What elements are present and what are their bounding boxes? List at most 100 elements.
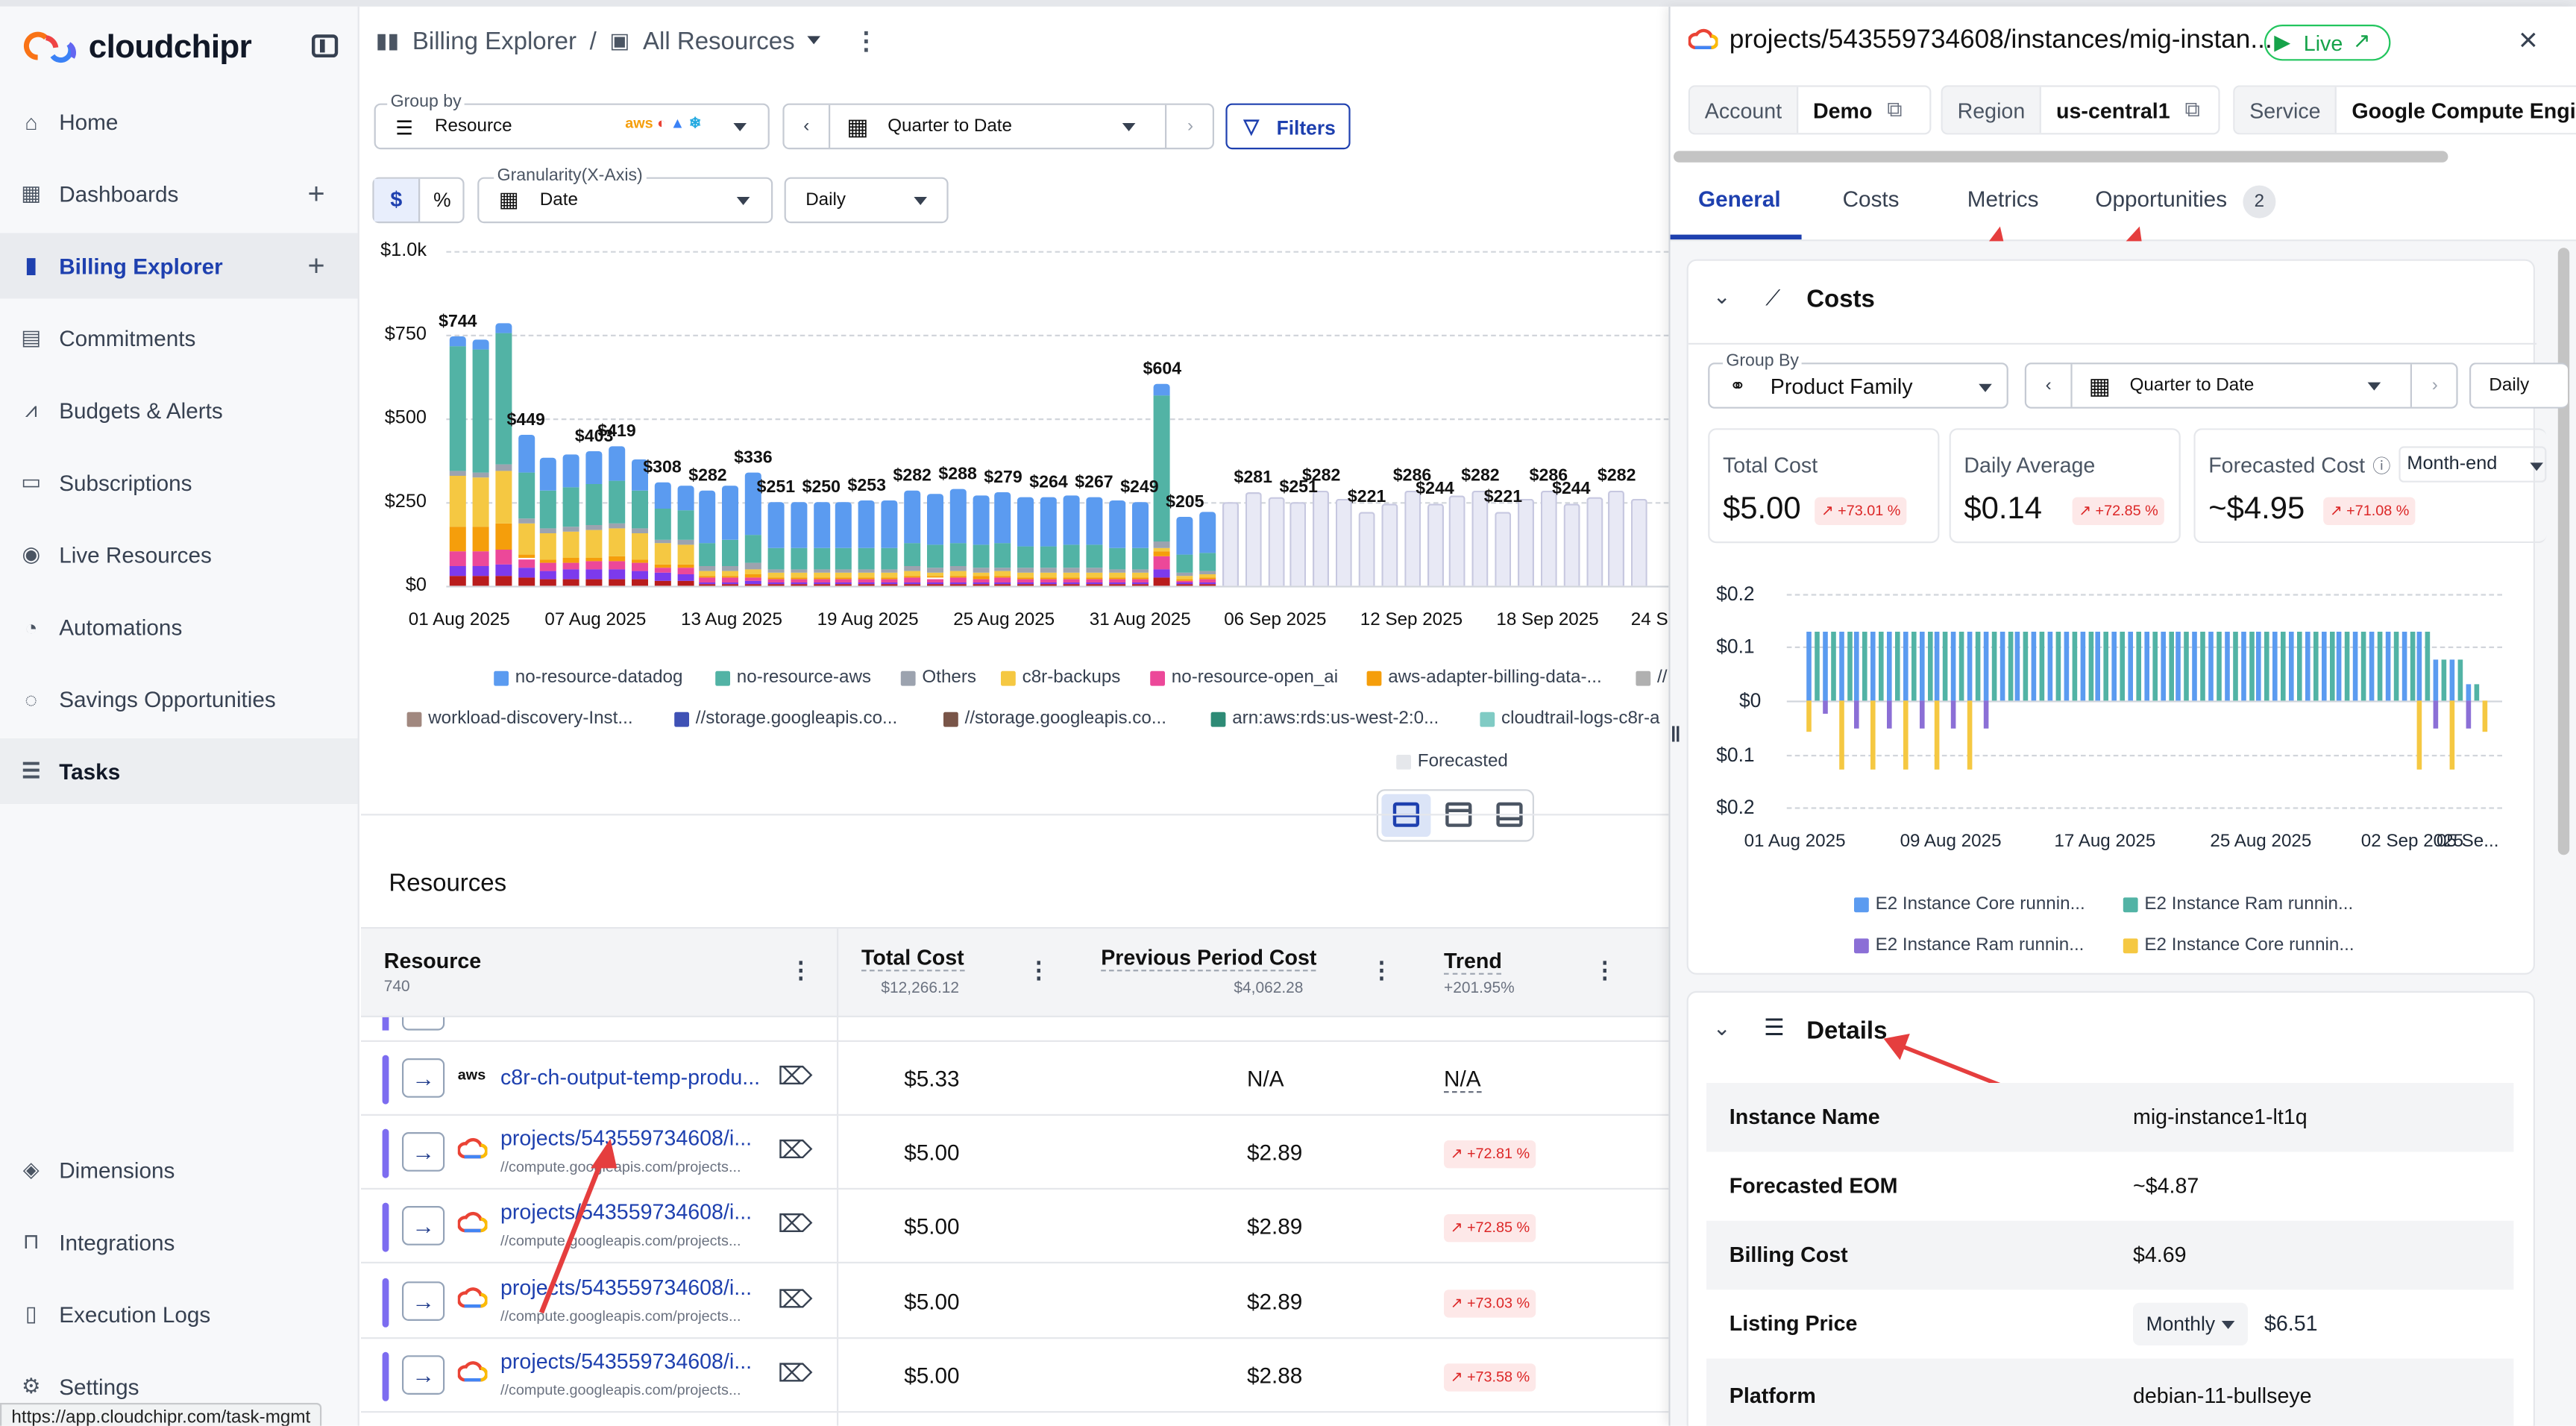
mini-bar-positive[interactable] (1879, 631, 1884, 701)
bar-segment[interactable] (926, 544, 943, 568)
bar-segment[interactable] (1017, 545, 1034, 568)
mini-bar-positive[interactable] (2281, 631, 2286, 701)
sidebar-collapse-icon[interactable] (312, 34, 339, 57)
mini-bar-negative[interactable] (1935, 700, 1941, 770)
mini-bar-positive[interactable] (2473, 684, 2479, 701)
mini-bar-positive[interactable] (2143, 631, 2149, 701)
mini-bar-positive[interactable] (1838, 631, 1844, 701)
bar-segment[interactable] (654, 483, 671, 509)
mini-bar-positive[interactable] (2361, 631, 2366, 701)
bar-segment[interactable] (1154, 541, 1171, 547)
bar-segment[interactable] (835, 577, 852, 579)
forecast-mode-select[interactable]: Month-end (2398, 446, 2547, 483)
mini-bar-positive[interactable] (1983, 631, 1988, 701)
bar-segment[interactable] (449, 336, 466, 347)
bar-segment[interactable] (563, 579, 580, 586)
bar-segment[interactable] (540, 562, 557, 571)
bar-segment[interactable] (449, 526, 466, 551)
bar-segment[interactable] (926, 577, 943, 579)
bar-segment[interactable] (1176, 554, 1193, 572)
bar-segment[interactable] (813, 579, 830, 582)
bar-segment[interactable] (609, 568, 626, 579)
bar-segment[interactable] (995, 492, 1012, 544)
panel-date-range-picker[interactable]: ‹ ▦ Quarter to Date › (2024, 362, 2458, 409)
add-dashboard-icon[interactable]: + (307, 176, 325, 210)
mini-bar-positive[interactable] (2313, 631, 2318, 701)
bar-segment[interactable] (881, 577, 898, 579)
mini-bar-positive[interactable] (2272, 631, 2278, 701)
column-header-previous-cost[interactable]: Previous Period Cost (1101, 945, 1317, 972)
bar-segment[interactable] (1199, 552, 1216, 571)
breadcrumb-root[interactable]: Billing Explorer (412, 27, 577, 55)
open-resource-button[interactable]: → (402, 1281, 445, 1321)
currency-toggle[interactable]: $ (374, 178, 421, 222)
forecast-bar[interactable] (1358, 512, 1375, 586)
bar-segment[interactable] (904, 491, 921, 544)
mini-bar-positive[interactable] (2296, 631, 2302, 701)
bar-segment[interactable] (722, 582, 739, 584)
tag-icon[interactable]: ⌦ (777, 1210, 813, 1239)
bar-segment[interactable] (881, 547, 898, 569)
mini-bar-positive[interactable] (1911, 631, 1916, 701)
bar-segment[interactable] (494, 323, 512, 334)
mini-bar-positive[interactable] (1847, 631, 1852, 701)
mini-bar-positive[interactable] (2064, 631, 2069, 701)
bar-segment[interactable] (563, 562, 580, 571)
bar-segment[interactable] (790, 579, 807, 582)
bar-segment[interactable] (472, 527, 489, 552)
bar-segment[interactable] (790, 547, 807, 569)
mini-bar-negative[interactable] (1983, 700, 1988, 729)
mini-bar-positive[interactable] (1814, 631, 1820, 701)
bar-segment[interactable] (744, 473, 761, 535)
bar-segment[interactable] (744, 577, 761, 582)
bar-segment[interactable] (790, 501, 807, 548)
bar-segment[interactable] (995, 582, 1012, 584)
forecast-bar[interactable] (1267, 497, 1284, 586)
mini-bar-positive[interactable] (2160, 631, 2166, 701)
bar-segment[interactable] (1063, 568, 1080, 573)
bar-segment[interactable] (767, 584, 785, 586)
bar-segment[interactable] (585, 450, 603, 485)
forecast-bar[interactable] (1336, 499, 1353, 586)
bar-segment[interactable] (518, 435, 535, 474)
bar-segment[interactable] (1131, 502, 1148, 549)
legend-item[interactable]: //storage.googleapis.co... (674, 709, 897, 729)
bar-segment[interactable] (631, 562, 648, 571)
bar-segment[interactable] (631, 579, 648, 586)
mini-bar-positive[interactable] (2184, 631, 2190, 701)
mini-bar-positive[interactable] (2385, 631, 2390, 701)
column-menu-icon[interactable]: ⋮ (1027, 956, 1050, 983)
forecast-bar[interactable] (1562, 503, 1580, 586)
mini-bar-positive[interactable] (1935, 631, 1941, 701)
sidebar-item-dashboards[interactable]: ▦ Dashboards + (0, 161, 358, 227)
bar-segment[interactable] (995, 578, 1012, 582)
bar-segment[interactable] (722, 577, 739, 582)
bar-segment[interactable] (1108, 584, 1125, 586)
mini-bar-positive[interactable] (2079, 631, 2085, 701)
next-period-icon[interactable]: › (1165, 104, 1214, 148)
sidebar-item-tasks[interactable]: ☰ Tasks (0, 738, 358, 804)
tag-icon[interactable]: ⌦ (777, 1063, 813, 1091)
bar-segment[interactable] (813, 582, 830, 585)
bar-segment[interactable] (494, 565, 512, 576)
bar-segment[interactable] (518, 554, 535, 559)
bar-segment[interactable] (767, 573, 785, 578)
mini-bar-positive[interactable] (2055, 631, 2061, 701)
bar-segment[interactable] (790, 584, 807, 586)
legend-item[interactable]: E2 Instance Ram runnin... (2123, 894, 2353, 914)
bar-segment[interactable] (949, 576, 967, 579)
close-icon[interactable]: × (2519, 22, 2538, 60)
bar-segment[interactable] (699, 543, 716, 568)
bar-segment[interactable] (676, 580, 694, 586)
bar-segment[interactable] (1017, 582, 1034, 584)
forecast-bar[interactable] (1449, 496, 1466, 586)
resize-handle-icon[interactable]: ‖ (1670, 722, 1681, 747)
bar-segment[interactable] (563, 558, 580, 562)
bar-segment[interactable] (449, 576, 466, 586)
bar-segment[interactable] (472, 477, 489, 527)
bar-segment[interactable] (609, 578, 626, 586)
prev-period-icon[interactable]: ‹ (785, 104, 831, 148)
bar-segment[interactable] (494, 549, 512, 565)
bar-segment[interactable] (904, 543, 921, 568)
sidebar-item-savings[interactable]: ◌ Savings Opportunities (0, 666, 358, 732)
